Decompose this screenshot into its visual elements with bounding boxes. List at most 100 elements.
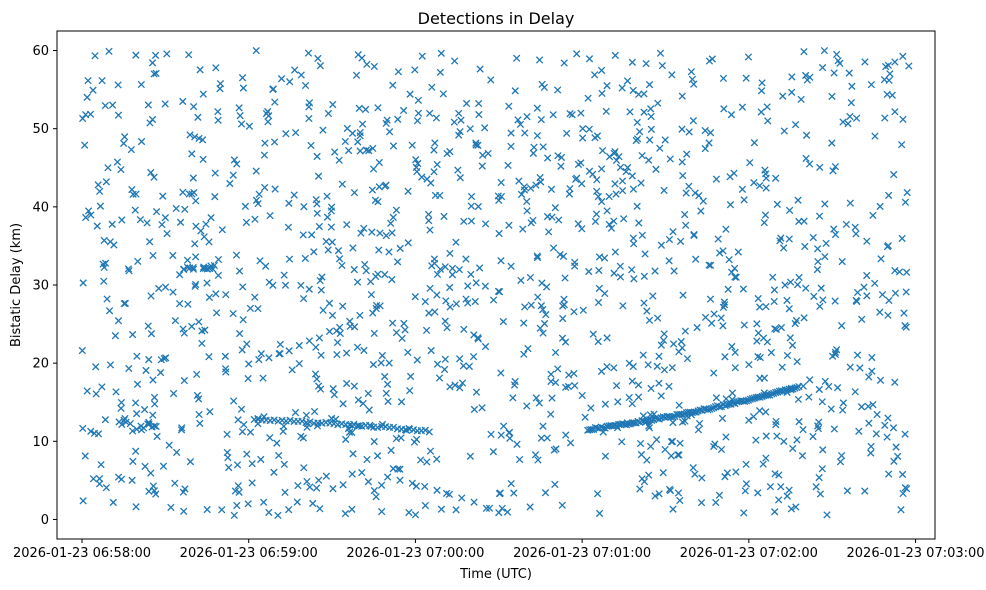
detection-point [884, 414, 892, 422]
detection-point [523, 113, 531, 121]
detection-point [697, 207, 705, 215]
detection-point [466, 125, 474, 133]
detection-point [238, 74, 247, 82]
detection-point [474, 335, 482, 343]
detection-point [563, 129, 571, 138]
detection-point [377, 481, 386, 489]
detection-point [310, 248, 318, 256]
detection-point [233, 160, 241, 168]
detection-point [252, 46, 260, 55]
detection-point [773, 432, 781, 440]
detection-point [698, 474, 706, 482]
detection-point [561, 274, 569, 282]
detection-point [285, 199, 293, 207]
detection-point [92, 390, 100, 398]
detection-point [497, 192, 506, 201]
detection-point [375, 183, 383, 191]
detection-point [577, 109, 585, 117]
detection-point [81, 452, 89, 460]
detection-point [668, 71, 676, 79]
detection-point [446, 283, 454, 292]
detection-point [647, 384, 655, 393]
detection-point [693, 323, 701, 332]
detection-point [334, 247, 343, 255]
detection-point [118, 420, 126, 429]
detection-point [257, 350, 265, 358]
detection-point [656, 49, 665, 57]
detection-point [114, 111, 123, 119]
detection-point [867, 80, 876, 89]
detection-point [543, 154, 552, 162]
detection-point [92, 363, 100, 371]
detection-point [188, 322, 196, 331]
detection-point [669, 418, 677, 427]
detection-point [549, 244, 558, 252]
detection-point [199, 90, 207, 98]
detection-point [597, 66, 606, 75]
detection-point [559, 314, 567, 323]
detection-point [243, 450, 251, 458]
detection-point [335, 255, 344, 263]
detection-point [167, 503, 175, 512]
detection-point [541, 489, 550, 497]
detection-point [830, 69, 838, 77]
detection-point [385, 359, 393, 367]
detection-point [715, 491, 724, 499]
detection-point [376, 229, 384, 237]
detection-point [660, 186, 668, 195]
detection-point [339, 400, 347, 408]
detection-point [820, 46, 829, 55]
detection-point [867, 442, 875, 451]
detection-point [384, 397, 392, 406]
detection-point [678, 411, 687, 419]
detection-point [601, 400, 610, 408]
detection-point [634, 393, 643, 401]
detection-point [776, 237, 784, 245]
detection-point [727, 268, 736, 276]
detection-point [342, 379, 351, 388]
detection-point [481, 124, 489, 132]
detection-point [612, 190, 620, 198]
detection-point [738, 103, 747, 111]
detection-point [369, 144, 377, 153]
detection-point [363, 455, 371, 464]
detection-point [425, 216, 433, 225]
detection-point [788, 341, 797, 349]
detection-point [712, 175, 721, 183]
detection-point [91, 52, 99, 60]
detection-point [193, 391, 202, 400]
detection-point [551, 480, 559, 489]
detection-point [717, 314, 725, 322]
detection-point [233, 461, 242, 469]
detection-point [766, 482, 775, 491]
detection-point [264, 118, 272, 126]
detection-point [393, 258, 402, 266]
detection-point [681, 221, 690, 230]
detection-point [618, 186, 627, 195]
detection-point [389, 142, 398, 150]
detection-point [497, 369, 505, 377]
y-tick-label: 50 [32, 122, 49, 137]
detection-point [771, 508, 779, 516]
detection-point [645, 316, 654, 325]
detection-point [532, 394, 540, 402]
detection-point [100, 263, 108, 272]
detection-point [261, 139, 269, 147]
y-tick-label: 10 [32, 435, 49, 450]
detection-point [560, 301, 569, 309]
detection-point [300, 203, 308, 211]
y-axis-label: Bistatic Delay (km) [9, 223, 24, 347]
detection-point [237, 405, 246, 413]
detection-point [199, 155, 207, 164]
detection-point [298, 417, 306, 425]
detection-point [211, 169, 219, 177]
detection-point [881, 421, 889, 429]
detection-point [472, 141, 480, 149]
detection-point [286, 78, 294, 86]
detection-point [450, 118, 458, 126]
detection-point [206, 264, 214, 273]
detection-point [551, 204, 559, 212]
detection-point [304, 49, 313, 57]
chart-title: Detections in Delay [418, 9, 575, 28]
detection-point [691, 470, 699, 478]
